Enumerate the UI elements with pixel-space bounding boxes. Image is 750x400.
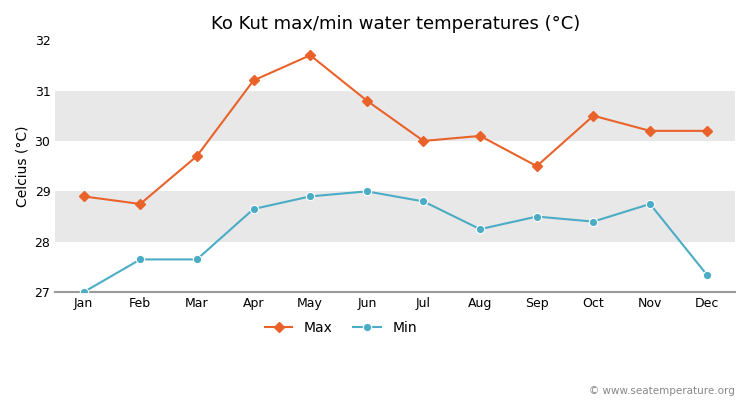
Min xyxy=(362,189,371,194)
Max xyxy=(646,128,655,133)
Min xyxy=(646,202,655,206)
Min xyxy=(136,257,145,262)
Y-axis label: Celcius (°C): Celcius (°C) xyxy=(15,125,29,207)
Min xyxy=(532,214,542,219)
Max xyxy=(532,164,542,168)
Title: Ko Kut max/min water temperatures (°C): Ko Kut max/min water temperatures (°C) xyxy=(211,15,580,33)
Max xyxy=(306,53,315,58)
Bar xyxy=(56,141,735,191)
Bar xyxy=(56,40,735,90)
Bar xyxy=(56,242,735,292)
Max xyxy=(419,138,428,143)
Max xyxy=(249,78,258,83)
Min xyxy=(419,199,428,204)
Min xyxy=(193,257,202,262)
Max xyxy=(136,202,145,206)
Max xyxy=(702,128,711,133)
Bar xyxy=(56,90,735,141)
Max xyxy=(193,154,202,158)
Min xyxy=(589,219,598,224)
Legend: Max, Min: Max, Min xyxy=(260,316,422,341)
Line: Max: Max xyxy=(80,52,710,208)
Line: Min: Min xyxy=(80,187,711,296)
Bar xyxy=(56,191,735,242)
Min xyxy=(476,227,484,232)
Min xyxy=(702,272,711,277)
Max xyxy=(362,98,371,103)
Min xyxy=(306,194,315,199)
Max xyxy=(589,113,598,118)
Max xyxy=(476,134,484,138)
Max xyxy=(79,194,88,199)
Min xyxy=(79,290,88,294)
Min xyxy=(249,207,258,212)
Text: © www.seatemperature.org: © www.seatemperature.org xyxy=(590,386,735,396)
